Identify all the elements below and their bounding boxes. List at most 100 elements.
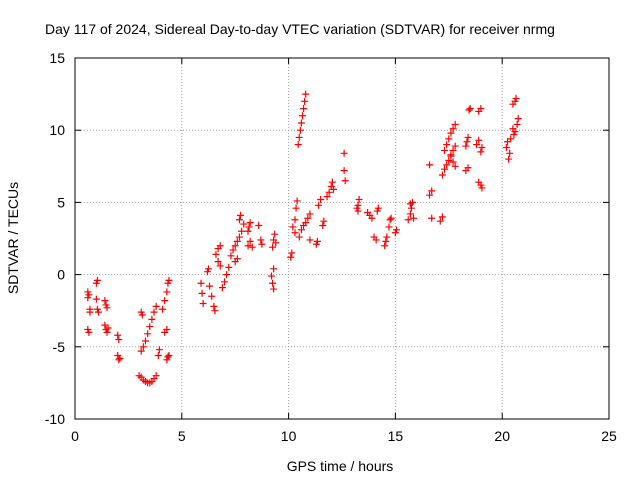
data-point — [392, 226, 400, 234]
data-point — [244, 242, 252, 250]
data-point — [426, 191, 434, 199]
data-point — [144, 330, 152, 338]
data-point — [237, 211, 245, 219]
data-point — [502, 144, 510, 152]
data-point — [451, 120, 459, 128]
data-point — [233, 255, 241, 263]
data-point — [407, 204, 415, 212]
data-point — [206, 282, 214, 290]
data-point — [406, 200, 414, 208]
data-point — [268, 272, 276, 280]
data-point — [272, 239, 280, 247]
data-point — [271, 230, 279, 238]
data-point — [514, 115, 522, 123]
data-point — [374, 204, 382, 212]
data-point — [103, 328, 111, 336]
data-point — [512, 94, 520, 102]
data-point — [85, 291, 93, 299]
data-point — [233, 237, 241, 245]
data-point — [240, 220, 248, 228]
data-point — [218, 284, 226, 292]
data-point — [141, 337, 149, 345]
data-point — [85, 328, 93, 336]
data-point — [93, 276, 101, 284]
data-point — [163, 325, 171, 333]
data-point — [382, 237, 390, 245]
data-point — [381, 242, 389, 250]
data-point — [304, 214, 312, 222]
data-point — [354, 207, 362, 215]
data-point — [292, 204, 300, 212]
data-point — [150, 308, 158, 316]
data-point — [103, 304, 111, 312]
data-point — [438, 171, 446, 179]
data-point — [161, 297, 169, 305]
data-point — [198, 289, 206, 297]
data-point — [248, 243, 256, 251]
data-point — [451, 142, 459, 150]
data-point — [325, 188, 333, 196]
data-point — [306, 210, 314, 218]
data-point — [462, 142, 470, 150]
plot-frame — [74, 57, 610, 420]
data-point — [441, 146, 449, 154]
data-point — [449, 158, 457, 166]
data-point — [289, 223, 297, 231]
data-point — [257, 236, 265, 244]
data-point — [463, 138, 471, 146]
data-point — [231, 242, 239, 250]
data-point — [341, 177, 349, 185]
data-point — [465, 106, 473, 114]
data-point — [372, 236, 380, 244]
y-tick-label: 0 — [57, 267, 65, 283]
data-point — [146, 323, 154, 331]
data-point — [287, 253, 295, 261]
data-point — [428, 214, 436, 222]
data-point — [436, 217, 444, 225]
data-point — [199, 299, 207, 307]
y-tick-label: 10 — [49, 122, 65, 138]
data-point — [288, 249, 296, 257]
data-point — [447, 152, 455, 160]
x-tick-label: 20 — [494, 428, 510, 444]
chart-title: Day 117 of 2024, Sidereal Day-to-day VTE… — [45, 21, 555, 37]
data-point — [291, 216, 299, 224]
data-point — [295, 133, 303, 141]
data-point — [225, 263, 233, 271]
data-point — [319, 222, 327, 230]
data-point — [328, 178, 336, 186]
data-point — [270, 285, 278, 293]
data-point — [475, 136, 483, 144]
data-point — [340, 149, 348, 157]
data-point — [340, 167, 348, 175]
data-point — [269, 279, 277, 287]
data-point — [116, 354, 124, 362]
data-point — [447, 129, 455, 137]
data-point — [244, 227, 252, 235]
data-point — [300, 105, 308, 113]
data-point — [221, 278, 229, 286]
y-tick-label: -5 — [53, 339, 66, 355]
x-tick-label: 5 — [178, 428, 186, 444]
data-point — [302, 90, 310, 98]
data-point — [269, 243, 277, 251]
data-points — [84, 90, 522, 387]
data-point — [297, 226, 305, 234]
data-point — [477, 148, 485, 156]
data-point — [86, 308, 94, 316]
data-point — [293, 197, 301, 205]
data-point — [323, 193, 331, 201]
data-point — [355, 196, 363, 204]
data-point — [214, 258, 222, 266]
data-point — [443, 161, 451, 169]
data-point — [313, 237, 321, 245]
data-point — [505, 155, 513, 163]
data-point — [208, 292, 216, 300]
y-axis-label: SDTVAR / TECUs — [5, 182, 21, 294]
data-point — [426, 161, 434, 169]
data-point — [270, 265, 278, 273]
data-point — [368, 214, 376, 222]
data-point — [152, 372, 160, 380]
data-point — [101, 297, 109, 305]
data-point — [245, 223, 253, 231]
